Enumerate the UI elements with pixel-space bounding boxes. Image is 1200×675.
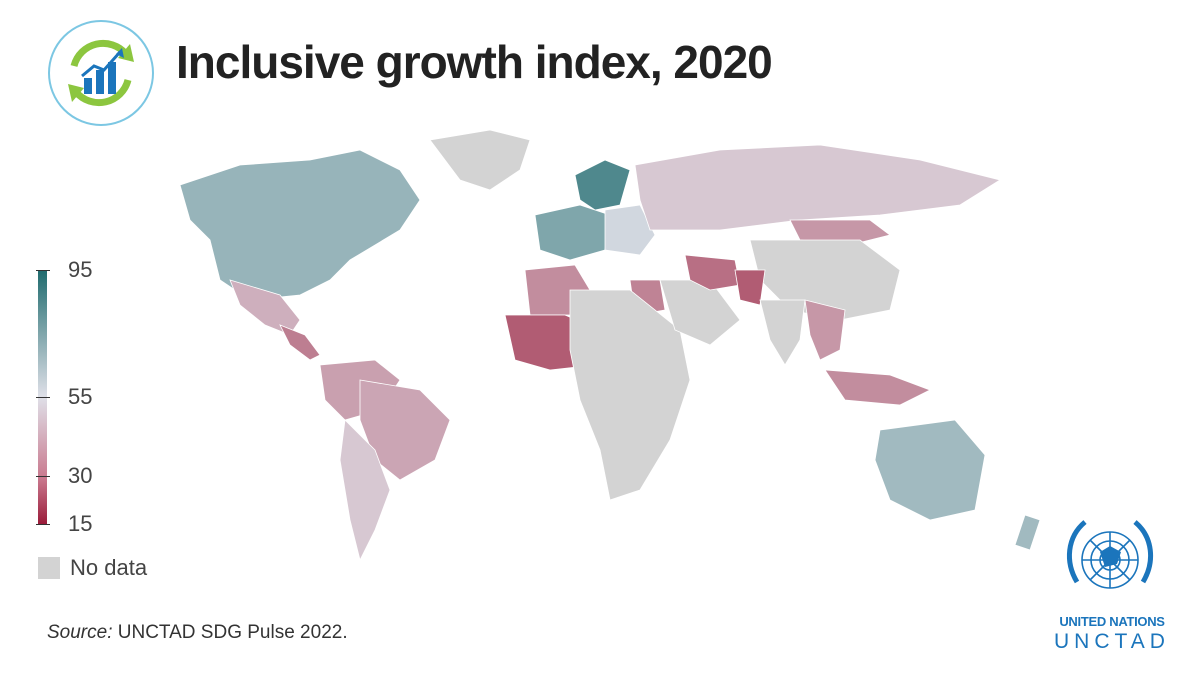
region-australia <box>874 419 986 521</box>
region-southern-cone <box>339 419 391 562</box>
world-choropleth-map <box>179 129 1041 562</box>
un-org: UNCTAD <box>1054 630 1170 653</box>
legend-tick <box>36 476 50 478</box>
map-regions <box>179 129 1041 562</box>
source-text: UNCTAD SDG Pulse 2022. <box>112 622 348 643</box>
source-note: Source: UNCTAD SDG Pulse 2022. <box>47 622 348 644</box>
no-data-label: No data <box>70 555 148 580</box>
region-russia <box>634 144 1002 231</box>
region-pakistan <box>734 269 766 306</box>
legend-label: 15 <box>68 511 93 536</box>
region-western-europe <box>534 204 611 261</box>
region-mongolia <box>789 219 891 246</box>
region-brazil <box>359 379 451 481</box>
legend-tick <box>36 397 50 398</box>
region-central-america <box>279 324 321 361</box>
region-scandinavia <box>574 159 631 211</box>
region-eastern-europe <box>604 204 656 256</box>
legend-tick <box>36 524 50 525</box>
region-north-america <box>179 149 421 301</box>
un-name: UNITED NATIONS <box>1059 614 1165 629</box>
region-southeast-asia <box>804 299 846 361</box>
region-southern-africa <box>569 289 691 501</box>
growth-chart-cycle-icon <box>48 20 154 126</box>
region-india <box>759 299 806 366</box>
legend-label: 55 <box>68 384 93 409</box>
region-iran <box>684 254 741 291</box>
legend-tick <box>36 270 50 271</box>
un-emblem-icon <box>1066 520 1154 589</box>
region-new-zealand <box>1014 514 1041 551</box>
legend: 95 55 30 15 No data <box>34 258 174 588</box>
region-greenland <box>429 129 531 191</box>
source-prefix: Source: <box>47 622 113 643</box>
region-indonesia <box>824 369 931 406</box>
legend-label: 30 <box>68 463 93 489</box>
no-data-swatch <box>38 557 60 579</box>
legend-label: 95 <box>68 257 93 282</box>
page-title: Inclusive growth index, 2020 <box>176 36 773 88</box>
